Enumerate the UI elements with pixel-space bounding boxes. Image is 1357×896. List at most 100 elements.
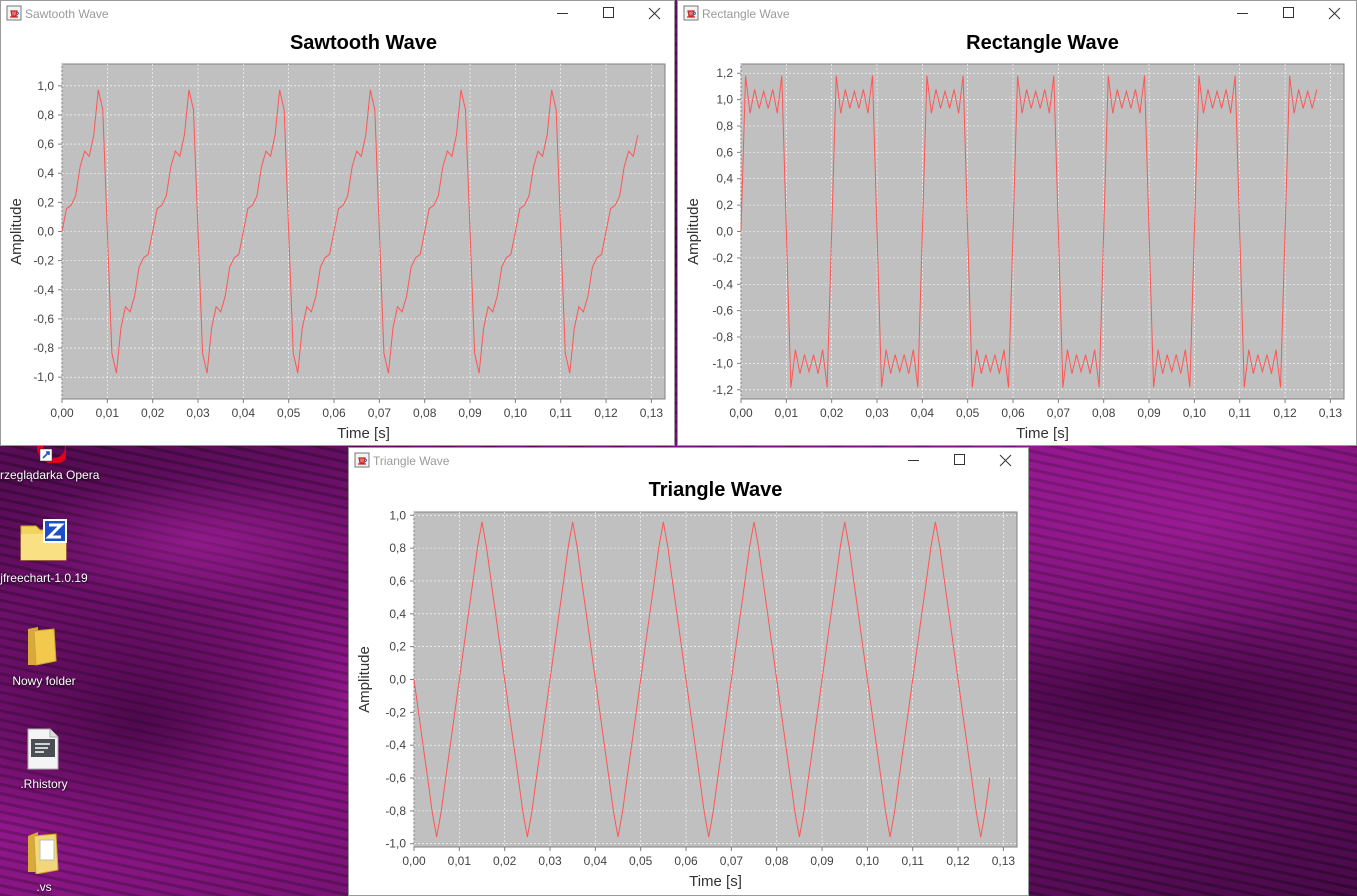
series-line bbox=[740, 75, 1318, 388]
minimize-icon bbox=[908, 460, 919, 461]
x-tick-label: 0,01 bbox=[775, 406, 799, 420]
y-tick-label: 0,8 bbox=[716, 119, 733, 133]
sawtooth-window[interactable]: Sawtooth Wave Sawtooth Wave 0,00 0,01 0,02 0… bbox=[0, 0, 675, 446]
x-axis-label: Time [s] bbox=[689, 873, 742, 890]
x-tick-label: 0,08 bbox=[1092, 406, 1116, 420]
maximize-icon bbox=[603, 7, 614, 18]
x-tick-label: 0,13 bbox=[1319, 406, 1343, 420]
zip-folder-icon bbox=[20, 518, 68, 565]
minimize-icon bbox=[557, 13, 568, 14]
y-tick-label: 0,8 bbox=[389, 541, 406, 555]
x-tick-label: 0,06 bbox=[1001, 406, 1025, 420]
java-cup-icon bbox=[354, 452, 370, 468]
x-tick-label: 0,02 bbox=[141, 406, 165, 420]
x-tick-label: 0,04 bbox=[584, 854, 608, 868]
y-tick-label: -0,4 bbox=[712, 277, 733, 291]
y-tick-label: 0,6 bbox=[37, 137, 54, 151]
triangle-chart: Triangle Wave 0,00 0,01 0,02 0,03 0,04 0,05 0,0… bbox=[356, 479, 1018, 890]
y-tick-label: 0,2 bbox=[389, 640, 406, 654]
close-button[interactable] bbox=[983, 448, 1029, 474]
minimize-button[interactable] bbox=[1220, 1, 1266, 27]
desktop-icon-label: jfreechart-1.0.19 bbox=[0, 571, 88, 585]
y-tick-label: -0,2 bbox=[712, 251, 733, 265]
x-axis-label: Time [s] bbox=[1016, 425, 1069, 442]
desktop-icon-jfreechart[interactable]: jfreechart-1.0.19 bbox=[0, 518, 88, 588]
x-tick-label: 0,03 bbox=[538, 854, 562, 868]
y-tick-label: -0,6 bbox=[33, 312, 54, 326]
y-tick-label: -0,2 bbox=[33, 254, 54, 268]
y-tick-label: 0,8 bbox=[37, 108, 54, 122]
desktop-icon-opera[interactable]: rzeglądarka Opera bbox=[0, 430, 99, 485]
x-tick-label: 0,09 bbox=[458, 406, 482, 420]
desktop-icon-label: Nowy folder bbox=[12, 674, 76, 688]
y-tick-label: 0,2 bbox=[716, 198, 733, 212]
maximize-button[interactable] bbox=[1266, 1, 1312, 27]
rectangle-window[interactable]: Rectangle Wave Rectangle Wave 0,00 0,01 0,0… bbox=[677, 0, 1357, 446]
y-tick-label: 0,4 bbox=[716, 172, 733, 186]
x-tick-label: 0,12 bbox=[946, 854, 970, 868]
chart-title: Triangle Wave bbox=[649, 479, 783, 501]
x-tick-label: 0,07 bbox=[1047, 406, 1071, 420]
x-tick-label: 0,10 bbox=[504, 406, 528, 420]
x-tick-label: 0,02 bbox=[493, 854, 517, 868]
desktop-icon-vs[interactable]: .vs bbox=[0, 830, 88, 896]
x-tick-label: 0,07 bbox=[368, 406, 392, 420]
maximize-button[interactable] bbox=[586, 1, 632, 27]
y-tick-label: -1,2 bbox=[712, 383, 733, 397]
folder-icon bbox=[26, 625, 58, 670]
maximize-button[interactable] bbox=[937, 448, 983, 474]
file-icon bbox=[26, 727, 62, 774]
opera-shortcut-icon bbox=[22, 430, 71, 466]
close-icon bbox=[1328, 7, 1341, 20]
title-bar[interactable]: Rectangle Wave bbox=[678, 1, 1356, 27]
x-tick-label: 0,01 bbox=[448, 854, 472, 868]
y-tick-label: 0,6 bbox=[389, 574, 406, 588]
x-tick-label: 0,05 bbox=[277, 406, 301, 420]
title-bar[interactable]: Triangle Wave bbox=[349, 448, 1028, 474]
close-button[interactable] bbox=[1312, 1, 1357, 27]
desktop-icon-rhistory[interactable]: .Rhistory bbox=[0, 727, 88, 793]
y-axis-label: Amplitude bbox=[8, 198, 25, 265]
chart-title: Rectangle Wave bbox=[966, 32, 1119, 54]
y-axis-label: Amplitude bbox=[685, 198, 702, 265]
y-tick-label: 0,0 bbox=[37, 225, 54, 239]
minimize-icon bbox=[1237, 13, 1248, 14]
x-tick-label: 0,06 bbox=[322, 406, 346, 420]
window-title: Rectangle Wave bbox=[702, 7, 790, 21]
x-tick-label: 0,11 bbox=[549, 406, 572, 420]
x-tick-label: 0,12 bbox=[1273, 406, 1297, 420]
y-tick-label: -0,2 bbox=[385, 705, 406, 719]
y-tick-label: 1,0 bbox=[389, 508, 406, 522]
x-tick-label: 0,07 bbox=[720, 854, 744, 868]
x-tick-label: 0,09 bbox=[1137, 406, 1161, 420]
maximize-icon bbox=[954, 454, 965, 465]
y-tick-label: 0,2 bbox=[37, 195, 54, 209]
x-tick-label: 0,00 bbox=[402, 854, 426, 868]
x-tick-label: 0,08 bbox=[413, 406, 437, 420]
x-tick-label: 0,13 bbox=[992, 854, 1016, 868]
triangle-window[interactable]: Triangle Wave Triangle Wave 0,00 0,01 0,02 0… bbox=[348, 447, 1029, 896]
y-tick-label: 0,6 bbox=[716, 145, 733, 159]
title-bar[interactable]: Sawtooth Wave bbox=[1, 1, 674, 27]
minimize-button[interactable] bbox=[540, 1, 586, 27]
x-tick-label: 0,04 bbox=[232, 406, 256, 420]
x-tick-label: 0,12 bbox=[594, 406, 618, 420]
y-tick-label: 0,4 bbox=[37, 166, 54, 180]
minimize-button[interactable] bbox=[891, 448, 937, 474]
desktop-icon-nowy-folder[interactable]: Nowy folder bbox=[0, 625, 88, 691]
x-tick-label: 0,05 bbox=[956, 406, 980, 420]
y-tick-label: 0,0 bbox=[389, 673, 406, 687]
close-button[interactable] bbox=[632, 1, 678, 27]
x-tick-label: 0,01 bbox=[96, 406, 120, 420]
y-tick-label: -0,8 bbox=[385, 804, 406, 818]
maximize-icon bbox=[1283, 7, 1294, 18]
desktop-icon-label: .vs bbox=[36, 880, 52, 894]
x-tick-label: 0,10 bbox=[1183, 406, 1207, 420]
x-tick-label: 0,11 bbox=[901, 854, 924, 868]
y-tick-label: 0,0 bbox=[716, 225, 733, 239]
x-tick-label: 0,13 bbox=[640, 406, 664, 420]
series-line bbox=[61, 89, 639, 374]
x-tick-label: 0,00 bbox=[50, 406, 74, 420]
window-title: Sawtooth Wave bbox=[25, 7, 109, 21]
y-tick-label: -0,6 bbox=[712, 304, 733, 318]
